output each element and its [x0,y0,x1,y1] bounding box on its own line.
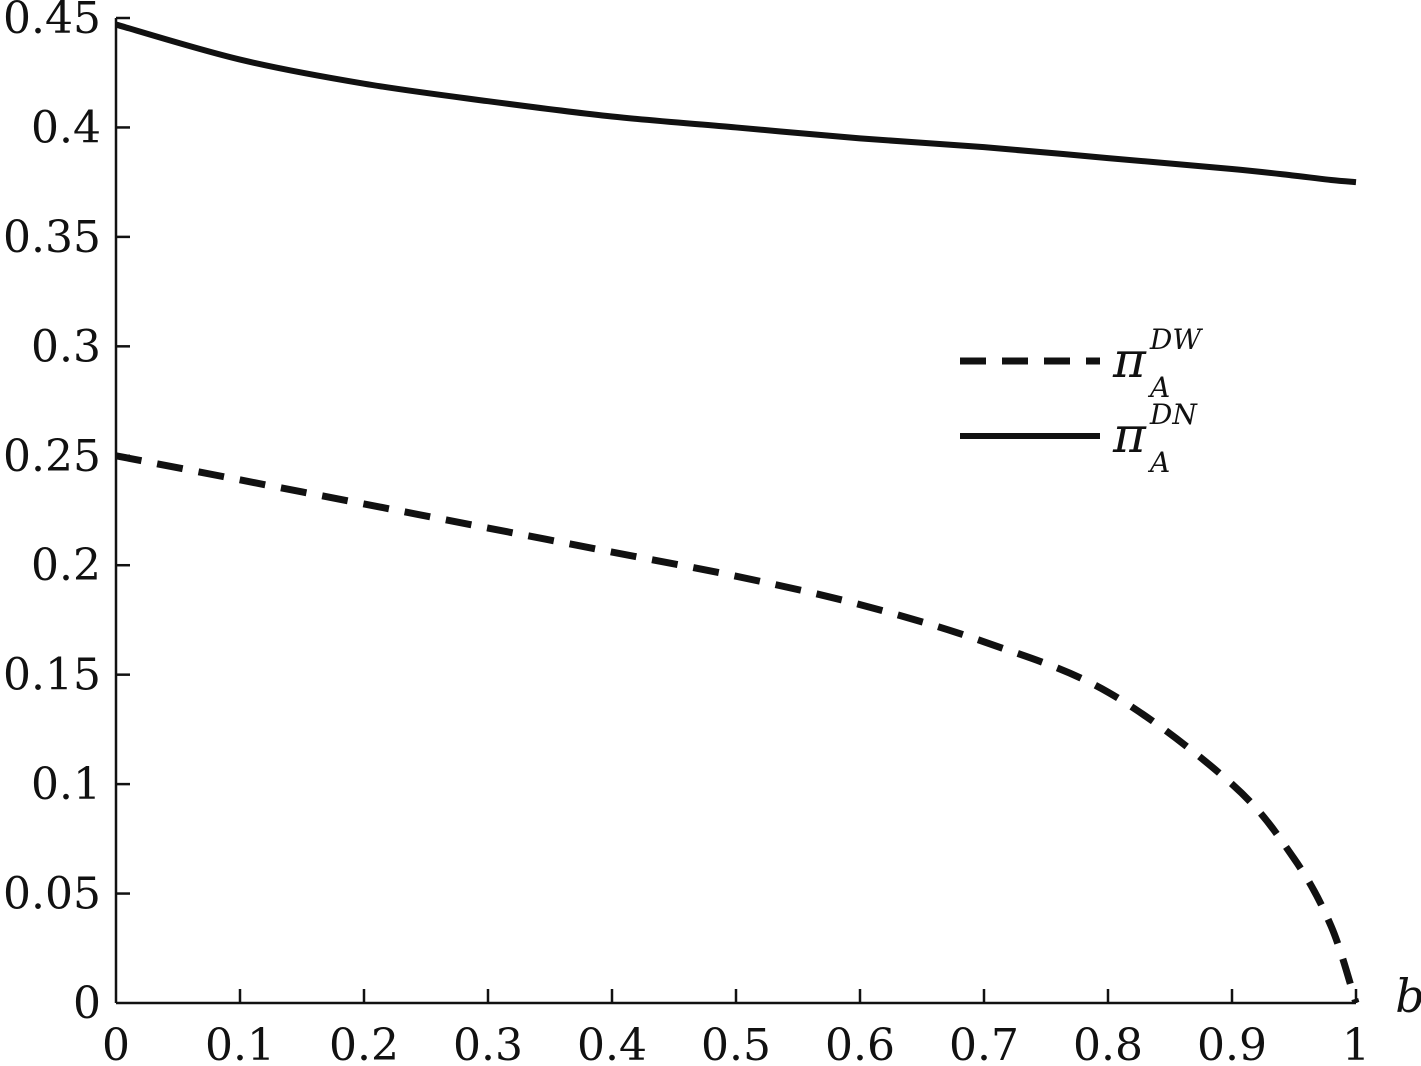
x-tick-label: 0.5 [701,1020,771,1066]
x-tick-label: 0.4 [577,1020,647,1066]
x-tick-label: 1 [1342,1020,1370,1066]
series-line-dw [115,452,1360,1005]
series-line-dn [115,21,1357,186]
x-tick-label: 0 [102,1020,130,1066]
x-tick-label: 0.6 [825,1020,895,1066]
y-tick-label: 0.05 [3,869,101,920]
axes: 0 0.1 0.2 0.3 0.4 0.5 0.6 0.7 0.8 0.9 1 0 0.05 0.1 0.1… [3,0,1421,1066]
y-tick-label: 0.4 [31,102,101,153]
x-tick-label: 0.3 [453,1020,523,1066]
legend: π DW Aπ DN A [960,323,1203,479]
y-tick-label: 0 [73,978,101,1029]
y-tick-label: 0.1 [31,759,101,810]
y-tick-label: 0.2 [31,540,101,591]
y-tick-label: 0.25 [3,431,101,482]
x-tick-label: 0.9 [1197,1020,1267,1066]
y-tick-label: 0.35 [3,212,101,263]
series-layer [115,21,1360,1005]
x-tick-label: 0.1 [205,1020,275,1066]
x-axis-label: b [1395,969,1421,1023]
x-tick-label: 0.2 [329,1020,399,1066]
legend-label-dw: π DW A [1112,323,1203,404]
y-tick-label: 0.45 [3,0,101,44]
legend-label-dn: π DN A [1112,398,1198,479]
x-tick-label: 0.8 [1073,1020,1143,1066]
y-tick-label: 0.3 [31,321,101,372]
y-tick-label: 0.15 [3,650,101,701]
x-tick-label: 0.7 [949,1020,1019,1066]
